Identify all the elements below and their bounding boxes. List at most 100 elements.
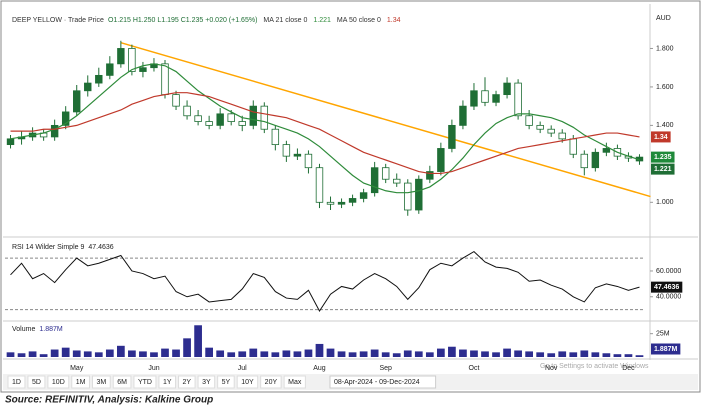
range-button-bg[interactable] [71, 375, 90, 389]
volume-bar [326, 348, 335, 357]
range-button[interactable]: 3M [96, 379, 106, 386]
ma21-last-box [651, 163, 675, 175]
candle-body [437, 148, 445, 172]
range-button[interactable]: YTD [138, 379, 152, 386]
header-text: MA 21 close 0 [263, 17, 307, 24]
range-button-bg[interactable] [133, 375, 157, 389]
volume-bar [536, 352, 545, 357]
candle-body [514, 82, 522, 117]
range-button-bg[interactable] [236, 375, 259, 389]
volume-bar [635, 355, 644, 357]
candle-body [381, 167, 390, 180]
y-tick-label: 1.800 [656, 45, 674, 52]
range-button[interactable]: 20Y [265, 379, 278, 386]
ma50-last-box [651, 131, 671, 143]
volume-bar [470, 350, 478, 357]
range-button[interactable]: 10D [52, 379, 65, 386]
candle-body [282, 144, 291, 157]
range-button-bg[interactable] [112, 375, 132, 389]
header-text: MA 50 close 0 [337, 17, 381, 24]
date-range-box[interactable] [329, 375, 437, 389]
volume-bar [161, 348, 169, 357]
volume-bar [227, 352, 236, 357]
volume-bar [403, 350, 412, 357]
moving-average [10, 92, 640, 175]
candle-body [205, 121, 213, 126]
candle-body [172, 94, 180, 107]
frame [0, 0, 701, 393]
candle-body [415, 178, 423, 211]
range-button[interactable]: 2Y [183, 379, 192, 386]
range-button-bg[interactable] [91, 375, 111, 389]
range-button[interactable]: Max [288, 379, 302, 386]
candle-body [393, 178, 401, 184]
range-button-bg[interactable] [283, 375, 306, 389]
currency: AUD [656, 15, 671, 22]
x-tick-label: Aug [313, 365, 326, 372]
candle-body [50, 124, 59, 138]
volume-bar [17, 353, 26, 357]
candle-body [459, 105, 467, 126]
volume-bar [381, 352, 390, 357]
panel-value: 47.4636 [88, 244, 113, 251]
volume-bar [249, 348, 258, 357]
date-range[interactable]: 08-Apr-2024 - 09-Dec-2024 [334, 379, 420, 386]
range-button[interactable]: 6M [117, 379, 127, 386]
range-button[interactable]: 10Y [241, 379, 254, 386]
candle-body [481, 90, 489, 103]
range-button[interactable]: 1D [12, 379, 21, 386]
volume-bar [514, 350, 522, 357]
range-button[interactable]: 5Y [222, 379, 231, 386]
volume-bar [547, 353, 556, 357]
range-button[interactable]: 1M [76, 379, 86, 386]
candle-body [503, 82, 511, 96]
y-tick-label: 1.600 [656, 84, 674, 91]
range-button[interactable]: 5D [32, 379, 41, 386]
x-tick-label: Dec [622, 365, 635, 372]
x-tick-label: Sep [379, 365, 392, 372]
volume-bar [459, 349, 467, 357]
range-button[interactable]: 3Y [202, 379, 211, 386]
header-text: DEEP YELLOW · Trade Price [12, 17, 104, 24]
volume-bar [293, 351, 302, 357]
range-button-bg[interactable] [7, 375, 26, 389]
range-button-bg[interactable] [47, 375, 70, 389]
volume-bar [370, 349, 379, 357]
ma21-last: 1.221 [654, 166, 672, 173]
candle-body [227, 113, 235, 122]
rsi-last: 47.4636 [654, 284, 679, 291]
candle-body [304, 153, 313, 169]
volume-bar [128, 350, 136, 357]
candle-body [194, 115, 202, 122]
volume-bar [28, 351, 37, 357]
close-last: 1.235 [654, 154, 672, 161]
range-button-bg[interactable] [27, 375, 46, 389]
candle-body [359, 192, 368, 199]
volume-bar [448, 346, 456, 357]
volume-bar [183, 338, 191, 357]
range-button-bg[interactable] [178, 375, 196, 389]
candle-body [602, 148, 611, 153]
candle-body [404, 182, 412, 211]
volume-bar [117, 345, 125, 357]
candle-body [73, 90, 81, 113]
candle-body [238, 121, 246, 126]
candle-body [348, 198, 357, 203]
volume-bar [50, 349, 59, 357]
volume-bar [337, 351, 346, 357]
candle-body [216, 113, 224, 126]
range-button-bg[interactable] [217, 375, 235, 389]
range-button-bg[interactable] [260, 375, 282, 389]
candle-body [95, 74, 103, 84]
candle-body [260, 105, 269, 130]
candle-body [128, 48, 136, 72]
range-button-bg[interactable] [197, 375, 216, 389]
ma50-last: 1.34 [654, 134, 668, 141]
volume-bar [139, 351, 147, 357]
range-button-bg[interactable] [158, 375, 177, 389]
volume-bar [94, 352, 103, 357]
volume-bar [205, 347, 213, 357]
candle-body [558, 132, 566, 140]
range-button[interactable]: 1Y [163, 379, 172, 386]
